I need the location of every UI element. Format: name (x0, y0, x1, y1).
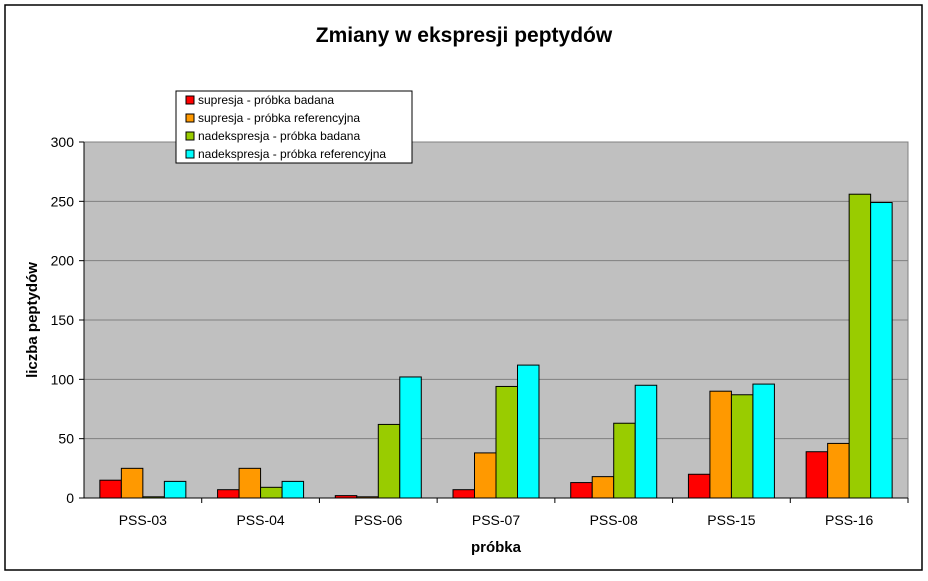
bar (709, 390, 732, 499)
chart-title: Zmiany w ekspresji peptydów (316, 24, 613, 47)
legend-label: supresja - próbka referencyjna (198, 111, 360, 125)
x-tick-label: PSS-04 (236, 512, 284, 528)
legend-swatch (185, 95, 195, 105)
bar (687, 473, 711, 499)
x-tick-label: PSS-16 (825, 512, 873, 528)
y-tick-label: 0 (66, 490, 74, 506)
bar (870, 202, 893, 499)
legend-swatch (185, 113, 195, 123)
legend-label: nadekspresja - próbka badana (198, 129, 360, 143)
legend: supresja - próbka badana supresja - próbk… (175, 90, 413, 164)
bar (217, 489, 240, 499)
legend-label: supresja - próbka badana (198, 93, 334, 107)
bar (452, 489, 475, 499)
y-tick-label: 200 (51, 253, 75, 269)
bar (613, 422, 636, 499)
bar (281, 480, 305, 499)
x-tick-label: PSS-06 (354, 512, 402, 528)
bar (752, 383, 775, 499)
bar (120, 467, 144, 499)
bar (495, 385, 518, 499)
bar (238, 467, 262, 499)
x-tick-label: PSS-07 (472, 512, 520, 528)
bar (260, 486, 283, 499)
y-tick-label: 250 (51, 193, 75, 209)
y-tick-label: 300 (51, 134, 75, 150)
legend-label: nadekspresja - próbka referencyjna (198, 147, 386, 161)
y-axis-label: liczba peptydów (24, 262, 41, 378)
bars (99, 193, 893, 499)
legend-swatch (185, 131, 195, 141)
bar (827, 442, 850, 499)
y-tick-label: 150 (51, 312, 75, 328)
bar (474, 452, 497, 499)
y-axis-ticks: 0 50 100 150 200 250 300 (51, 134, 84, 506)
legend-swatch (185, 149, 195, 159)
bar (163, 480, 187, 499)
bar (377, 423, 401, 499)
bar (634, 384, 658, 499)
legend-box (175, 90, 413, 164)
bar (517, 364, 540, 499)
x-tick-label: PSS-15 (707, 512, 755, 528)
bar (591, 476, 615, 499)
x-tick-label: PSS-03 (119, 512, 167, 528)
bar (99, 479, 122, 499)
bar (399, 376, 422, 499)
bar (805, 451, 829, 499)
x-axis-ticks: PSS-03 PSS-04 PSS-06 PSS-07 PSS-08 PSS-15 PSS-… (119, 498, 909, 528)
y-tick-label: 100 (51, 371, 75, 387)
bar (730, 394, 754, 499)
bar (570, 482, 593, 499)
bar (848, 193, 872, 499)
x-axis-label: próbka (471, 539, 522, 556)
y-tick-label: 50 (58, 431, 74, 447)
x-tick-label: PSS-08 (590, 512, 638, 528)
